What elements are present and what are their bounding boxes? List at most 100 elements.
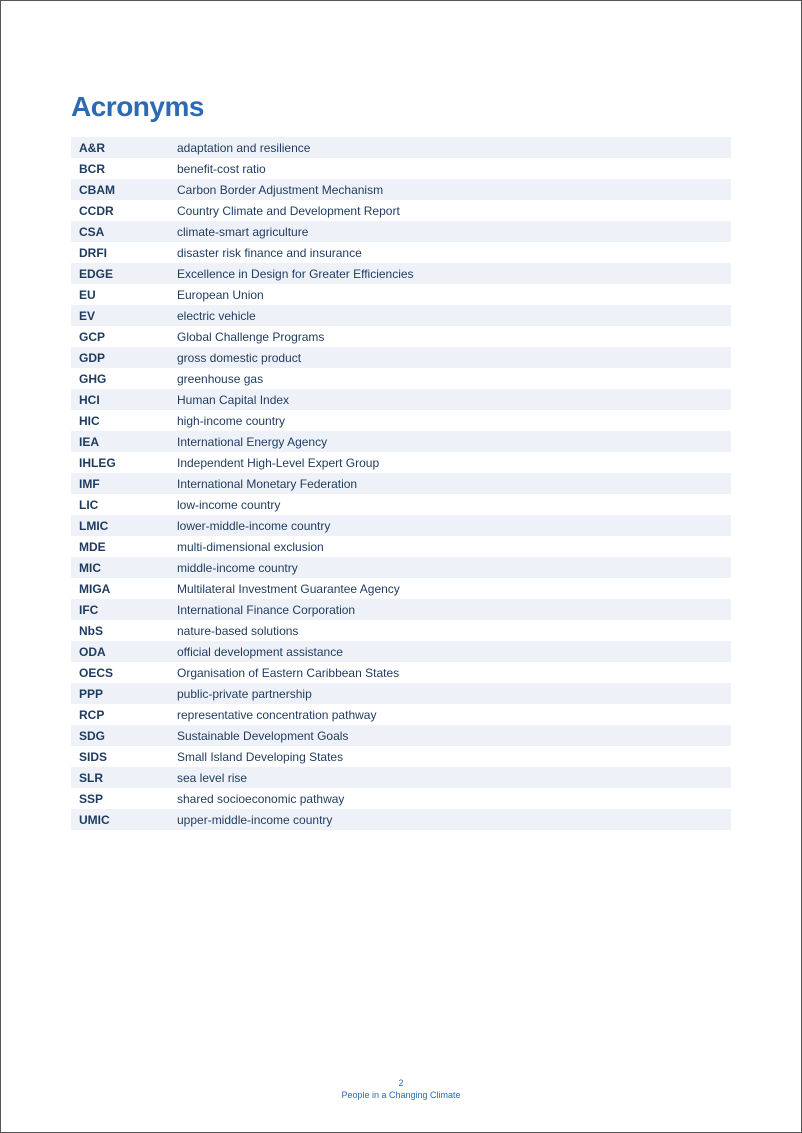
table-row: LMIClower-middle-income country [71,515,731,536]
definition-cell: lower-middle-income country [177,519,330,533]
footer-subtitle: People in a Changing Climate [1,1089,801,1102]
definition-cell: representative concentration pathway [177,708,376,722]
table-row: GCPGlobal Challenge Programs [71,326,731,347]
definition-cell: International Monetary Federation [177,477,357,491]
acronym-cell: IFC [79,603,177,617]
table-row: GDPgross domestic product [71,347,731,368]
table-row: UMICupper-middle-income country [71,809,731,830]
table-row: IHLEGIndependent High-Level Expert Group [71,452,731,473]
definition-cell: electric vehicle [177,309,256,323]
definition-cell: Independent High-Level Expert Group [177,456,379,470]
definition-cell: greenhouse gas [177,372,263,386]
acronym-cell: DRFI [79,246,177,260]
table-row: IFCInternational Finance Corporation [71,599,731,620]
acronym-cell: SSP [79,792,177,806]
definition-cell: International Energy Agency [177,435,327,449]
table-row: BCRbenefit-cost ratio [71,158,731,179]
table-row: SSPshared socioeconomic pathway [71,788,731,809]
acronym-cell: RCP [79,708,177,722]
table-row: ODAofficial development assistance [71,641,731,662]
definition-cell: International Finance Corporation [177,603,355,617]
acronym-cell: OECS [79,666,177,680]
acronym-cell: EU [79,288,177,302]
table-row: PPPpublic-private partnership [71,683,731,704]
acronym-table: A&Radaptation and resilienceBCRbenefit-c… [71,137,731,830]
acronym-cell: IMF [79,477,177,491]
acronym-cell: PPP [79,687,177,701]
definition-cell: public-private partnership [177,687,312,701]
acronym-cell: CCDR [79,204,177,218]
acronym-cell: SIDS [79,750,177,764]
table-row: MDEmulti-dimensional exclusion [71,536,731,557]
definition-cell: Small Island Developing States [177,750,343,764]
acronym-cell: ODA [79,645,177,659]
definition-cell: European Union [177,288,264,302]
table-row: A&Radaptation and resilience [71,137,731,158]
acronym-cell: CSA [79,225,177,239]
definition-cell: multi-dimensional exclusion [177,540,324,554]
definition-cell: high-income country [177,414,285,428]
acronym-cell: SLR [79,771,177,785]
acronym-cell: HIC [79,414,177,428]
acronym-cell: MIGA [79,582,177,596]
table-row: EUEuropean Union [71,284,731,305]
page-content: Acronyms A&Radaptation and resilienceBCR… [1,1,801,830]
definition-cell: Organisation of Eastern Caribbean States [177,666,399,680]
acronym-cell: EV [79,309,177,323]
definition-cell: official development assistance [177,645,343,659]
table-row: GHGgreenhouse gas [71,368,731,389]
definition-cell: nature-based solutions [177,624,298,638]
definition-cell: upper-middle-income country [177,813,332,827]
definition-cell: sea level rise [177,771,247,785]
acronym-cell: IEA [79,435,177,449]
table-row: HCIHuman Capital Index [71,389,731,410]
table-row: DRFIdisaster risk finance and insurance [71,242,731,263]
definition-cell: Global Challenge Programs [177,330,324,344]
definition-cell: Multilateral Investment Guarantee Agency [177,582,400,596]
acronym-cell: CBAM [79,183,177,197]
acronym-cell: IHLEG [79,456,177,470]
definition-cell: middle-income country [177,561,298,575]
table-row: EDGEExcellence in Design for Greater Eff… [71,263,731,284]
definition-cell: Country Climate and Development Report [177,204,400,218]
acronym-cell: LMIC [79,519,177,533]
definition-cell: Sustainable Development Goals [177,729,348,743]
definition-cell: adaptation and resilience [177,141,310,155]
definition-cell: Excellence in Design for Greater Efficie… [177,267,414,281]
table-row: IEAInternational Energy Agency [71,431,731,452]
acronym-cell: SDG [79,729,177,743]
table-row: OECSOrganisation of Eastern Caribbean St… [71,662,731,683]
acronym-cell: NbS [79,624,177,638]
page-footer: 2 People in a Changing Climate [1,1077,801,1102]
acronym-cell: BCR [79,162,177,176]
definition-cell: climate-smart agriculture [177,225,308,239]
table-row: MICmiddle-income country [71,557,731,578]
acronym-cell: HCI [79,393,177,407]
acronym-cell: GHG [79,372,177,386]
table-row: SDGSustainable Development Goals [71,725,731,746]
table-row: MIGAMultilateral Investment Guarantee Ag… [71,578,731,599]
acronym-cell: EDGE [79,267,177,281]
table-row: LIClow-income country [71,494,731,515]
definition-cell: Human Capital Index [177,393,289,407]
definition-cell: Carbon Border Adjustment Mechanism [177,183,383,197]
table-row: SLRsea level rise [71,767,731,788]
table-row: NbSnature-based solutions [71,620,731,641]
definition-cell: low-income country [177,498,280,512]
table-row: CBAMCarbon Border Adjustment Mechanism [71,179,731,200]
acronym-cell: LIC [79,498,177,512]
acronym-cell: MIC [79,561,177,575]
table-row: CSAclimate-smart agriculture [71,221,731,242]
table-row: HIChigh-income country [71,410,731,431]
definition-cell: disaster risk finance and insurance [177,246,362,260]
table-row: EVelectric vehicle [71,305,731,326]
definition-cell: benefit-cost ratio [177,162,266,176]
table-row: CCDRCountry Climate and Development Repo… [71,200,731,221]
acronym-cell: UMIC [79,813,177,827]
acronym-cell: GCP [79,330,177,344]
footer-page-number: 2 [1,1077,801,1090]
acronym-cell: GDP [79,351,177,365]
table-row: RCPrepresentative concentration pathway [71,704,731,725]
page-title: Acronyms [71,91,731,123]
definition-cell: gross domestic product [177,351,301,365]
